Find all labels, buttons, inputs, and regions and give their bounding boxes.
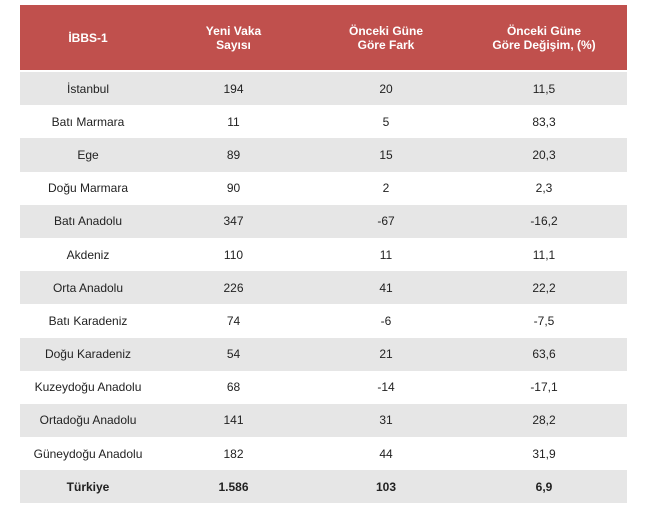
cell-region: İstanbul (66, 81, 110, 96)
cell-new-cases: 74 (226, 313, 241, 328)
header-region: İBBS-1 (68, 30, 108, 45)
cell-diff: 21 (379, 347, 393, 362)
table-row-total: Türkiye 1.586 103 6,9 (20, 470, 627, 504)
table-row: Doğu Marmara 90 2 2,3 (20, 172, 627, 205)
cell-change: -17,1 (530, 380, 558, 395)
cell-new-cases: 54 (226, 347, 241, 362)
cell-region: Kuzeydoğu Anadolu (34, 380, 142, 395)
cell-diff: -67 (377, 214, 395, 229)
cell-diff: 44 (379, 446, 393, 461)
table-row: Akdeniz 110 11 11,1 (20, 238, 627, 271)
cell-change: -7,5 (533, 313, 555, 328)
cell-new-cases: 89 (226, 147, 241, 162)
cell-new-cases: 141 (223, 413, 244, 428)
cell-new-cases: 11 (227, 114, 240, 129)
table-row: İstanbul 194 20 11,5 (20, 72, 627, 106)
table-row: Ege 89 15 20,3 (20, 138, 627, 172)
cell-change: 2,3 (535, 181, 553, 196)
cell-diff: 15 (379, 147, 393, 162)
table-row: Güneydoğu Anadolu 182 44 31,9 (20, 437, 627, 470)
cell-diff: -6 (380, 313, 392, 328)
table-body: İstanbul 194 20 11,5 Batı Marmara 11 5 83,3 Ege 8… (20, 72, 627, 504)
regional-cases-table: İBBS-1 Yeni Vaka Sayısı Önceki Güne Göre… (20, 5, 627, 504)
cell-change: 11,1 (532, 247, 556, 262)
cell-change: 6,9 (535, 479, 553, 494)
cell-diff: 41 (379, 280, 393, 295)
cell-new-cases: 110 (223, 247, 244, 262)
header-new-cases: Yeni Vaka Sayısı (205, 23, 262, 52)
cell-change: 20,3 (532, 147, 556, 162)
cell-diff: 11 (379, 247, 393, 262)
table-row: Batı Marmara 11 5 83,3 (20, 105, 627, 138)
cell-region: Batı Marmara (51, 114, 125, 129)
cell-new-cases: 347 (223, 214, 244, 229)
cell-region: Doğu Marmara (47, 181, 129, 196)
cell-change: 31,9 (532, 446, 556, 461)
cell-region: Batı Karadeniz (48, 313, 128, 328)
cell-change: 63,6 (532, 347, 556, 362)
cell-region: Ege (77, 147, 99, 162)
cell-region: Ortadoğu Anadolu (39, 413, 137, 428)
cell-region: Güneydoğu Anadolu (33, 446, 143, 461)
cell-diff: 2 (382, 181, 390, 196)
table-row: Orta Anadolu 226 41 22,2 (20, 271, 627, 305)
table-row: Batı Anadolu 347 -67 -16,2 (20, 204, 627, 238)
header-diff: Önceki Güne Göre Fark (348, 23, 424, 52)
cell-region: Orta Anadolu (52, 280, 124, 295)
cell-region: Batı Anadolu (53, 214, 123, 229)
cell-diff: -14 (377, 380, 395, 395)
cell-new-cases: 194 (223, 81, 244, 96)
cell-region: Akdeniz (66, 247, 110, 262)
table-row: Kuzeydoğu Anadolu 68 -14 -17,1 (20, 371, 627, 404)
cell-change: -16,2 (530, 214, 558, 229)
cell-diff: 31 (379, 413, 393, 428)
cell-new-cases: 226 (223, 280, 244, 295)
cell-change: 22,2 (532, 280, 556, 295)
cell-region: Türkiye (66, 479, 110, 494)
cell-new-cases: 182 (223, 446, 244, 461)
cell-new-cases: 90 (226, 181, 241, 196)
cell-change: 83,3 (532, 114, 556, 129)
cell-region: Doğu Karadeniz (44, 347, 132, 362)
cell-diff: 5 (382, 114, 390, 129)
table-row: Batı Karadeniz 74 -6 -7,5 (20, 304, 627, 337)
table-row: Ortadoğu Anadolu 141 31 28,2 (20, 403, 627, 438)
header-change: Önceki Güne Göre Değişim, (%) (492, 23, 596, 52)
cell-new-cases: 68 (226, 380, 241, 395)
table-header: İBBS-1 Yeni Vaka Sayısı Önceki Güne Göre… (20, 5, 627, 72)
table-row: Doğu Karadeniz 54 21 63,6 (20, 337, 627, 371)
cell-diff: 20 (379, 81, 393, 96)
cell-change: 28,2 (532, 413, 556, 428)
cell-new-cases: 1.586 (218, 479, 249, 494)
cell-diff: 103 (375, 479, 397, 494)
cell-change: 11,5 (532, 81, 556, 96)
